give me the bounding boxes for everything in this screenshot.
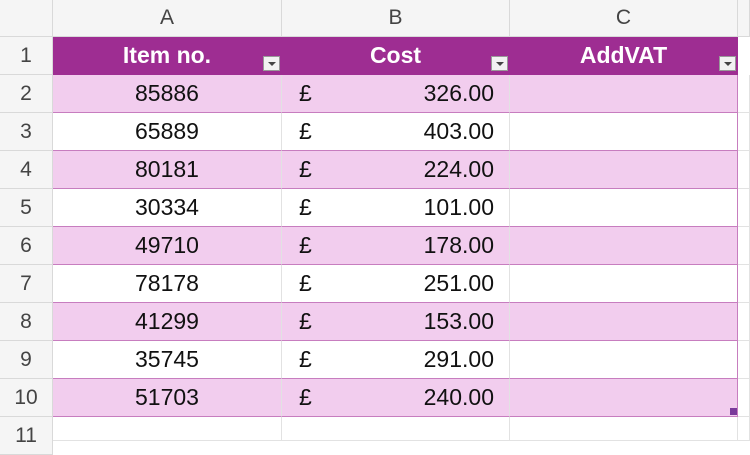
currency-symbol: £ [299,118,312,144]
row-header[interactable]: 1 [0,37,53,75]
cost-value: 153.00 [423,308,494,334]
addvat-cell[interactable] [510,341,738,379]
cost-cell[interactable]: £153.00 [282,303,510,341]
empty-cell[interactable] [738,151,750,189]
empty-cell[interactable] [738,75,750,113]
table-resize-handle[interactable] [730,408,737,415]
row-header[interactable]: 4 [0,151,53,189]
empty-cell[interactable] [53,417,282,441]
currency-symbol: £ [299,346,312,372]
cost-cell[interactable]: £326.00 [282,75,510,113]
row-header[interactable]: 3 [0,113,53,151]
cost-value: 403.00 [423,118,494,144]
empty-cell[interactable] [738,227,750,265]
item-no-cell[interactable]: 30334 [53,189,282,227]
row-header[interactable]: 8 [0,303,53,341]
cost-value: 178.00 [423,232,494,258]
row-header[interactable]: 6 [0,227,53,265]
empty-cell[interactable] [738,379,750,417]
empty-cell[interactable] [738,113,750,151]
row-header[interactable]: 7 [0,265,53,303]
item-no-cell[interactable]: 78178 [53,265,282,303]
addvat-cell[interactable] [510,303,738,341]
cost-value: 251.00 [423,270,494,296]
table-header-cell[interactable]: Item no. [53,37,282,75]
cost-cell[interactable]: £101.00 [282,189,510,227]
cost-cell[interactable]: £240.00 [282,379,510,417]
cost-cell[interactable]: £291.00 [282,341,510,379]
addvat-cell[interactable] [510,151,738,189]
item-no-cell[interactable]: 49710 [53,227,282,265]
table-header-cell[interactable]: Cost [282,37,510,75]
cost-cell[interactable]: £178.00 [282,227,510,265]
addvat-cell[interactable] [510,75,738,113]
column-header[interactable]: B [282,0,510,37]
empty-cell[interactable] [738,341,750,379]
currency-symbol: £ [299,384,312,410]
empty-cell[interactable] [738,265,750,303]
filter-button[interactable] [263,56,280,71]
item-no-cell[interactable]: 35745 [53,341,282,379]
empty-cell[interactable] [738,303,750,341]
item-no-cell[interactable]: 85886 [53,75,282,113]
item-no-cell[interactable]: 80181 [53,151,282,189]
row-header[interactable]: 10 [0,379,53,417]
cost-value: 224.00 [423,156,494,182]
item-no-cell[interactable]: 41299 [53,303,282,341]
currency-symbol: £ [299,232,312,258]
currency-symbol: £ [299,156,312,182]
row-header[interactable]: 2 [0,75,53,113]
currency-symbol: £ [299,194,312,220]
item-no-cell[interactable]: 65889 [53,113,282,151]
addvat-cell[interactable] [510,227,738,265]
empty-cell[interactable] [738,417,750,441]
addvat-cell[interactable] [510,113,738,151]
filter-button[interactable] [719,56,736,71]
empty-cell[interactable] [738,189,750,227]
empty-cell[interactable] [510,417,738,441]
column-header[interactable]: C [510,0,738,37]
cost-cell[interactable]: £224.00 [282,151,510,189]
cost-cell[interactable]: £403.00 [282,113,510,151]
cost-value: 291.00 [423,346,494,372]
addvat-cell[interactable] [510,265,738,303]
empty-cell[interactable] [282,417,510,441]
table-header-cell[interactable]: AddVAT [510,37,738,75]
addvat-cell[interactable] [510,379,738,417]
item-no-cell[interactable]: 51703 [53,379,282,417]
column-header[interactable]: A [53,0,282,37]
row-header[interactable]: 5 [0,189,53,227]
cost-cell[interactable]: £251.00 [282,265,510,303]
row-header[interactable]: 9 [0,341,53,379]
cost-value: 240.00 [423,384,494,410]
column-header[interactable] [738,0,750,37]
filter-button[interactable] [491,56,508,71]
select-all-corner[interactable] [0,0,53,37]
row-header[interactable]: 11 [0,417,53,455]
cost-value: 101.00 [423,194,494,220]
currency-symbol: £ [299,80,312,106]
currency-symbol: £ [299,270,312,296]
addvat-cell[interactable] [510,189,738,227]
currency-symbol: £ [299,308,312,334]
cost-value: 326.00 [423,80,494,106]
